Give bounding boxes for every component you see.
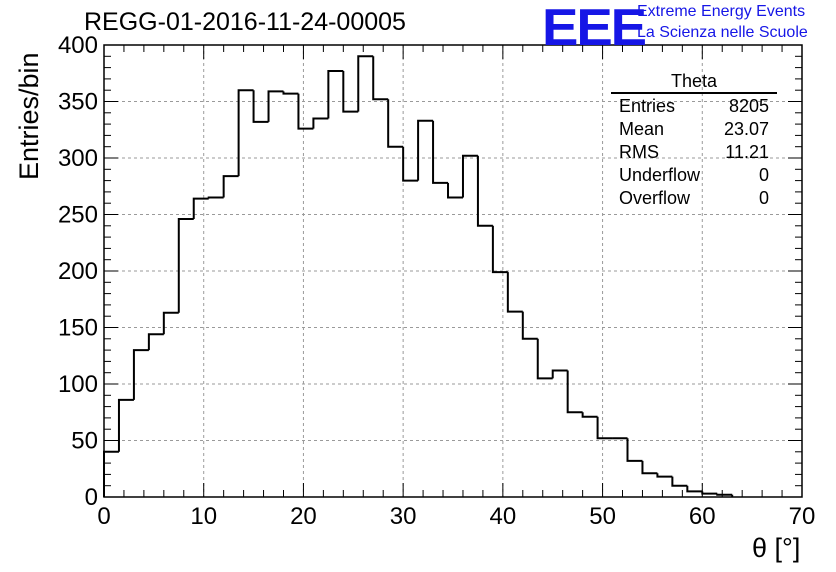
- x-tick-label: 40: [490, 503, 517, 530]
- stats-row-overflow: Overflow 0: [611, 187, 777, 210]
- x-tick-label: 30: [390, 503, 417, 530]
- histogram-bin: [147, 333, 164, 351]
- histogram-bin: [282, 91, 299, 95]
- histogram-bin: [521, 311, 538, 340]
- x-axis-label: θ [°]: [752, 533, 801, 563]
- y-tick-label: 200: [58, 258, 98, 285]
- stats-row-underflow: Underflow 0: [611, 164, 777, 187]
- histogram-bin: [566, 370, 583, 414]
- stats-box: Theta Entries 8205 Mean 23.07 RMS 11.21 …: [611, 71, 777, 210]
- x-tick-label: 10: [190, 503, 217, 530]
- y-tick-label: 350: [58, 89, 98, 116]
- histogram-bin: [312, 117, 329, 129]
- histogram-bin: [417, 119, 434, 181]
- histogram-bin: [551, 369, 568, 379]
- grid-lines: [104, 45, 802, 497]
- histogram-bin: [536, 338, 553, 380]
- y-tick-label: 100: [58, 371, 98, 398]
- y-tick-label: 300: [58, 145, 98, 172]
- histogram-bin: [207, 196, 224, 199]
- histogram-bin: [117, 398, 134, 452]
- histogram-bin: [686, 485, 703, 493]
- histogram-bin: [222, 175, 239, 198]
- histogram-bin: [177, 218, 194, 313]
- x-tick-label: 70: [789, 503, 816, 530]
- histogram-bin: [716, 493, 733, 496]
- histogram-bin: [701, 491, 718, 495]
- histogram-bin: [402, 146, 419, 182]
- histogram-bin: [357, 55, 374, 112]
- histogram-bin: [297, 93, 314, 130]
- stats-title: Theta: [611, 71, 777, 94]
- stats-value: 0: [758, 165, 769, 185]
- stats-label: Mean: [619, 119, 665, 139]
- histogram-bin: [581, 412, 598, 418]
- stats-label: RMS: [619, 142, 659, 162]
- stats-row-entries: Entries 8205: [611, 95, 777, 118]
- histogram-bin: [252, 90, 269, 123]
- histogram-bin: [476, 155, 493, 227]
- stats-label: Overflow: [619, 188, 691, 208]
- tick-labels: 0 10 20 30 40 50 60 70 0 50 100 150 200 250 300 350 400: [58, 32, 815, 530]
- y-tick-label: 150: [58, 315, 98, 342]
- x-tick-label: 60: [689, 503, 716, 530]
- stats-value: 8205: [728, 96, 769, 116]
- histogram-bin: [132, 349, 149, 400]
- histogram-bin: [641, 460, 658, 475]
- histogram-bin: [671, 476, 688, 487]
- stats-label: Underflow: [619, 165, 701, 185]
- logo-tagline-2: La Scienza nelle Scuole: [637, 24, 808, 41]
- x-tick-label: 50: [589, 503, 616, 530]
- histogram-bin: [372, 56, 389, 101]
- histogram-bin: [506, 272, 523, 313]
- histogram-bin: [596, 416, 613, 440]
- y-axis-label: Entries/bin: [14, 52, 44, 180]
- histogram-bin: [626, 438, 643, 462]
- stats-value: 0: [758, 188, 769, 208]
- y-tick-label: 50: [71, 428, 98, 455]
- stats-value: 11.21: [725, 142, 769, 162]
- eee-logo: EEE: [542, 0, 647, 57]
- x-tick-label: 20: [290, 503, 317, 530]
- histogram-bin: [491, 225, 508, 274]
- stats-value: 23.07: [723, 119, 769, 139]
- logo-tagline-1: Extreme Energy Events: [637, 3, 806, 20]
- histogram-bin: [432, 120, 449, 184]
- histogram-bin: [267, 90, 284, 122]
- plot-frame: [103, 44, 803, 498]
- y-tick-label: 250: [58, 202, 98, 229]
- y-tick-label: 400: [58, 32, 98, 59]
- histogram-bin: [162, 311, 179, 335]
- chart-title: REGG-01-2016-11-24-00005: [84, 8, 406, 36]
- histogram-bin: [387, 99, 404, 148]
- stats-label: Entries: [619, 96, 676, 116]
- stats-row-mean: Mean 23.07: [611, 118, 777, 141]
- histogram-bin: [192, 197, 209, 220]
- x-tick-label: 0: [97, 503, 110, 530]
- y-tick-label: 0: [85, 484, 98, 511]
- histogram-bin: [342, 70, 359, 113]
- histogram-bin: [461, 154, 478, 198]
- histogram-bin: [237, 89, 254, 177]
- histogram-bin: [656, 473, 673, 478]
- stats-row-rms: RMS 11.21: [611, 141, 777, 164]
- histogram-bin: [327, 69, 344, 119]
- histogram-bin: [447, 182, 463, 199]
